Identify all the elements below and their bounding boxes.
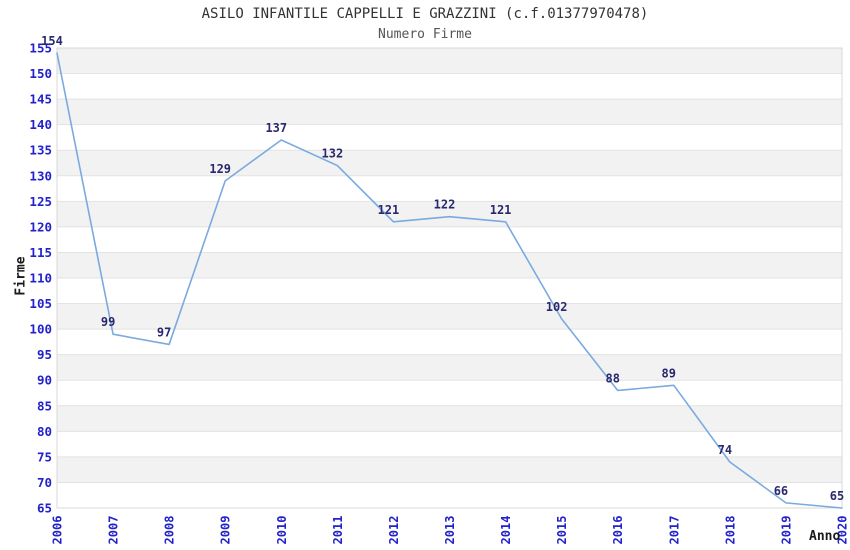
y-tick-label: 150: [29, 66, 52, 81]
plot-band: [57, 252, 842, 278]
y-tick-label: 100: [29, 322, 52, 337]
plot-band: [57, 73, 842, 100]
y-tick-label: 85: [37, 398, 52, 413]
y-tick-label: 155: [29, 41, 52, 56]
chart-subtitle: Numero Firme: [378, 27, 472, 42]
y-tick-label: 65: [37, 501, 52, 516]
plot-band: [57, 456, 842, 483]
y-tick-label: 115: [29, 245, 52, 260]
y-tick-label: 125: [29, 194, 52, 209]
data-point-label: 88: [605, 371, 619, 385]
plot-band: [57, 201, 842, 227]
x-tick-label: 2020: [836, 516, 850, 545]
plot-band: [57, 405, 842, 432]
x-tick-label: 2014: [499, 516, 513, 545]
y-axis-title: Firme: [13, 256, 29, 296]
plot-band: [57, 226, 842, 253]
plot-band: [57, 175, 842, 202]
plot-band: [57, 150, 842, 176]
x-tick-label: 2012: [387, 516, 401, 545]
plot-band: [57, 99, 842, 125]
plot-band: [57, 380, 842, 406]
y-tick-label: 120: [29, 219, 52, 234]
plot-band: [57, 329, 842, 355]
plot-band: [57, 48, 842, 74]
data-point-label: 66: [774, 484, 788, 498]
y-tick-label: 110: [29, 271, 52, 286]
x-tick-label: 2019: [779, 516, 793, 545]
y-tick-label: 80: [37, 424, 52, 439]
x-tick-label: 2007: [107, 516, 121, 545]
x-tick-label: 2008: [163, 516, 177, 545]
data-point-label: 121: [378, 203, 400, 217]
data-point-label: 65: [830, 489, 844, 503]
data-line: [56, 52, 843, 509]
y-tick-label: 70: [37, 475, 52, 490]
data-point-label: 129: [209, 162, 231, 176]
data-point-label: 121: [490, 203, 512, 217]
plot-band: [57, 124, 842, 151]
y-tick-label: 90: [37, 373, 52, 388]
data-point-label: 132: [322, 147, 344, 161]
data-point-label: 122: [434, 198, 456, 212]
plot-band: [57, 303, 842, 330]
plot-border: [56, 47, 843, 509]
x-tick-label: 2006: [51, 516, 65, 545]
data-point-label: 137: [265, 121, 287, 135]
y-tick-label: 95: [37, 347, 52, 362]
y-tick-label: 145: [29, 92, 52, 107]
data-point-label: 89: [662, 366, 676, 380]
data-point-label: 74: [718, 443, 732, 457]
x-tick-label: 2015: [555, 516, 569, 545]
y-tick-label: 135: [29, 143, 52, 158]
plot-band: [57, 482, 842, 508]
x-axis-title: Anno: [809, 529, 841, 544]
data-point-label: 102: [546, 300, 568, 314]
x-tick-label: 2017: [667, 516, 681, 545]
y-tick-label: 105: [29, 296, 52, 311]
plot-band: [57, 278, 842, 304]
x-tick-label: 2011: [331, 516, 345, 545]
x-tick-label: 2016: [611, 516, 625, 545]
x-tick-label: 2018: [723, 516, 737, 545]
x-tick-label: 2009: [219, 516, 233, 545]
y-tick-label: 75: [37, 449, 52, 464]
data-point-label: 154: [41, 34, 63, 48]
plot-band: [57, 354, 842, 381]
x-tick-label: 2013: [443, 516, 457, 545]
y-tick-label: 140: [29, 117, 52, 132]
data-point-label: 99: [101, 315, 115, 329]
data-point-label: 97: [157, 325, 171, 339]
chart-title: ASILO INFANTILE CAPPELLI E GRAZZINI (c.f…: [201, 6, 649, 22]
x-tick-label: 2010: [275, 516, 289, 545]
y-tick-label: 130: [29, 168, 52, 183]
